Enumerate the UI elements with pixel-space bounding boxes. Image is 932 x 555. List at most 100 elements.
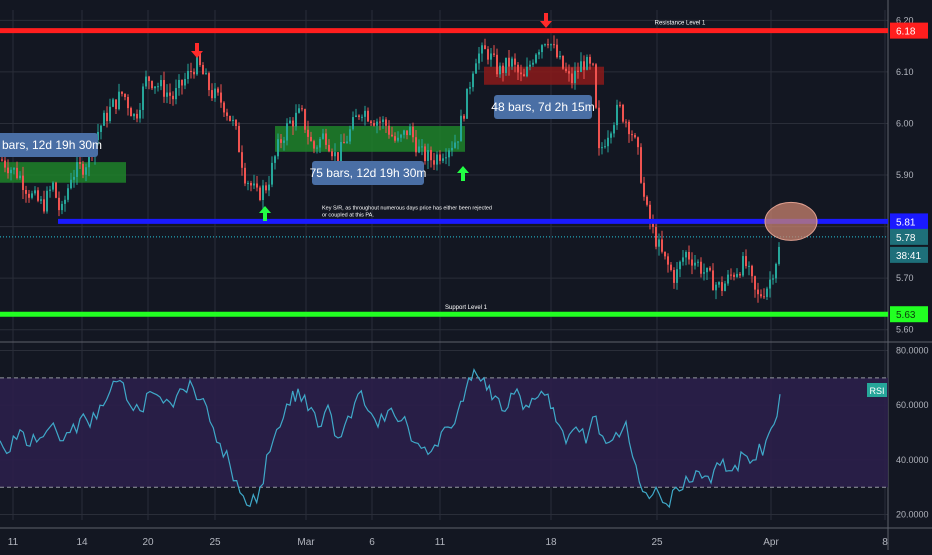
candle-body <box>751 265 753 277</box>
candle-body <box>343 142 345 144</box>
candle-body <box>169 92 171 96</box>
candle-body <box>43 199 45 212</box>
candle-body <box>52 182 54 190</box>
candle-body <box>619 104 621 106</box>
candle-body <box>85 167 87 175</box>
candle-body <box>205 73 207 75</box>
candle-body <box>280 139 282 143</box>
candle-body <box>433 160 435 165</box>
candle-body <box>256 183 258 188</box>
candle-body <box>118 91 120 110</box>
price-tick-label: 6.00 <box>896 118 914 128</box>
rsi-tick-label: 20.0000 <box>896 510 929 520</box>
candle-body <box>25 189 27 194</box>
candle-body <box>640 147 642 183</box>
candle-body <box>319 138 321 148</box>
candle-body <box>463 115 465 119</box>
candle-body <box>283 140 285 143</box>
candle-body <box>187 70 189 79</box>
candle-body <box>457 141 459 143</box>
candle-body <box>475 63 477 74</box>
candle-body <box>76 162 78 177</box>
candle-body <box>481 45 483 54</box>
candle-body <box>403 130 405 135</box>
candle-body <box>244 167 246 184</box>
candle-body <box>667 256 669 265</box>
candle-body <box>127 97 129 109</box>
candle-body <box>13 167 15 170</box>
candle-body <box>301 108 303 110</box>
price-tick-label: 5.60 <box>896 325 914 335</box>
candle-body <box>766 288 768 297</box>
candle-body <box>19 175 21 179</box>
measure-label-text: 75 bars, 12d 19h 30m <box>310 166 427 180</box>
resistance-label: Resistance Level 1 <box>655 21 706 27</box>
candle-body <box>154 86 156 89</box>
support-label: Support Level 1 <box>445 305 488 311</box>
candle-body <box>763 296 765 298</box>
candle-body <box>550 44 552 46</box>
candle-body <box>730 274 732 276</box>
candle-body <box>385 119 387 126</box>
current-price-tag: 5.78 <box>896 233 916 244</box>
candle-body <box>277 139 279 157</box>
candle-body <box>661 239 663 252</box>
candle-body <box>553 44 555 46</box>
measure-label-box <box>312 161 424 185</box>
candle-body <box>286 123 288 141</box>
candle-body <box>643 182 645 197</box>
candle-body <box>622 104 624 122</box>
rsi-band <box>0 377 888 488</box>
candle-body <box>193 71 195 75</box>
candle-body <box>613 125 615 134</box>
candle-body <box>610 133 612 138</box>
price-tick-label: 6.10 <box>896 67 914 77</box>
candle-body <box>514 58 516 65</box>
candle-body <box>559 55 561 58</box>
candle-body <box>595 64 597 108</box>
candle-body <box>208 73 210 91</box>
candle-body <box>526 66 528 77</box>
candle-body <box>346 141 348 144</box>
candle-body <box>274 156 276 163</box>
arrow-up-icon <box>259 206 271 221</box>
consolidation-box-green <box>275 126 465 152</box>
candle-body <box>508 57 510 67</box>
candle-body <box>181 79 183 86</box>
candle-body <box>499 65 501 75</box>
candle-body <box>628 121 630 135</box>
candle-body <box>520 72 522 75</box>
candle-body <box>757 289 759 295</box>
candle-body <box>721 282 723 291</box>
candle-body <box>31 193 33 198</box>
candle-body <box>145 76 147 87</box>
candle-body <box>682 257 684 262</box>
candle-body <box>151 81 153 89</box>
candle-body <box>247 182 249 184</box>
candle-body <box>136 113 138 119</box>
candle-body <box>196 52 198 75</box>
candle-body <box>103 112 105 126</box>
candle-body <box>34 190 36 194</box>
candle-body <box>709 267 711 271</box>
candle-body <box>400 134 402 138</box>
candle-body <box>148 76 150 82</box>
candle-body <box>505 57 507 73</box>
candle-body <box>232 119 234 121</box>
support-price-tag: 5.63 <box>896 310 916 321</box>
candle-body <box>322 133 324 139</box>
candle-body <box>517 64 519 73</box>
candle-body <box>412 126 414 138</box>
support-price-tag-bg <box>890 306 928 323</box>
countdown-tag: 38:41 <box>896 251 921 262</box>
candle-body <box>634 135 636 138</box>
candle-body <box>160 80 162 87</box>
candle-body <box>82 163 84 175</box>
candle-body <box>778 246 780 264</box>
candle-body <box>580 61 582 73</box>
candle-body <box>313 141 315 149</box>
candle-body <box>724 283 726 291</box>
candle-body <box>340 142 342 164</box>
